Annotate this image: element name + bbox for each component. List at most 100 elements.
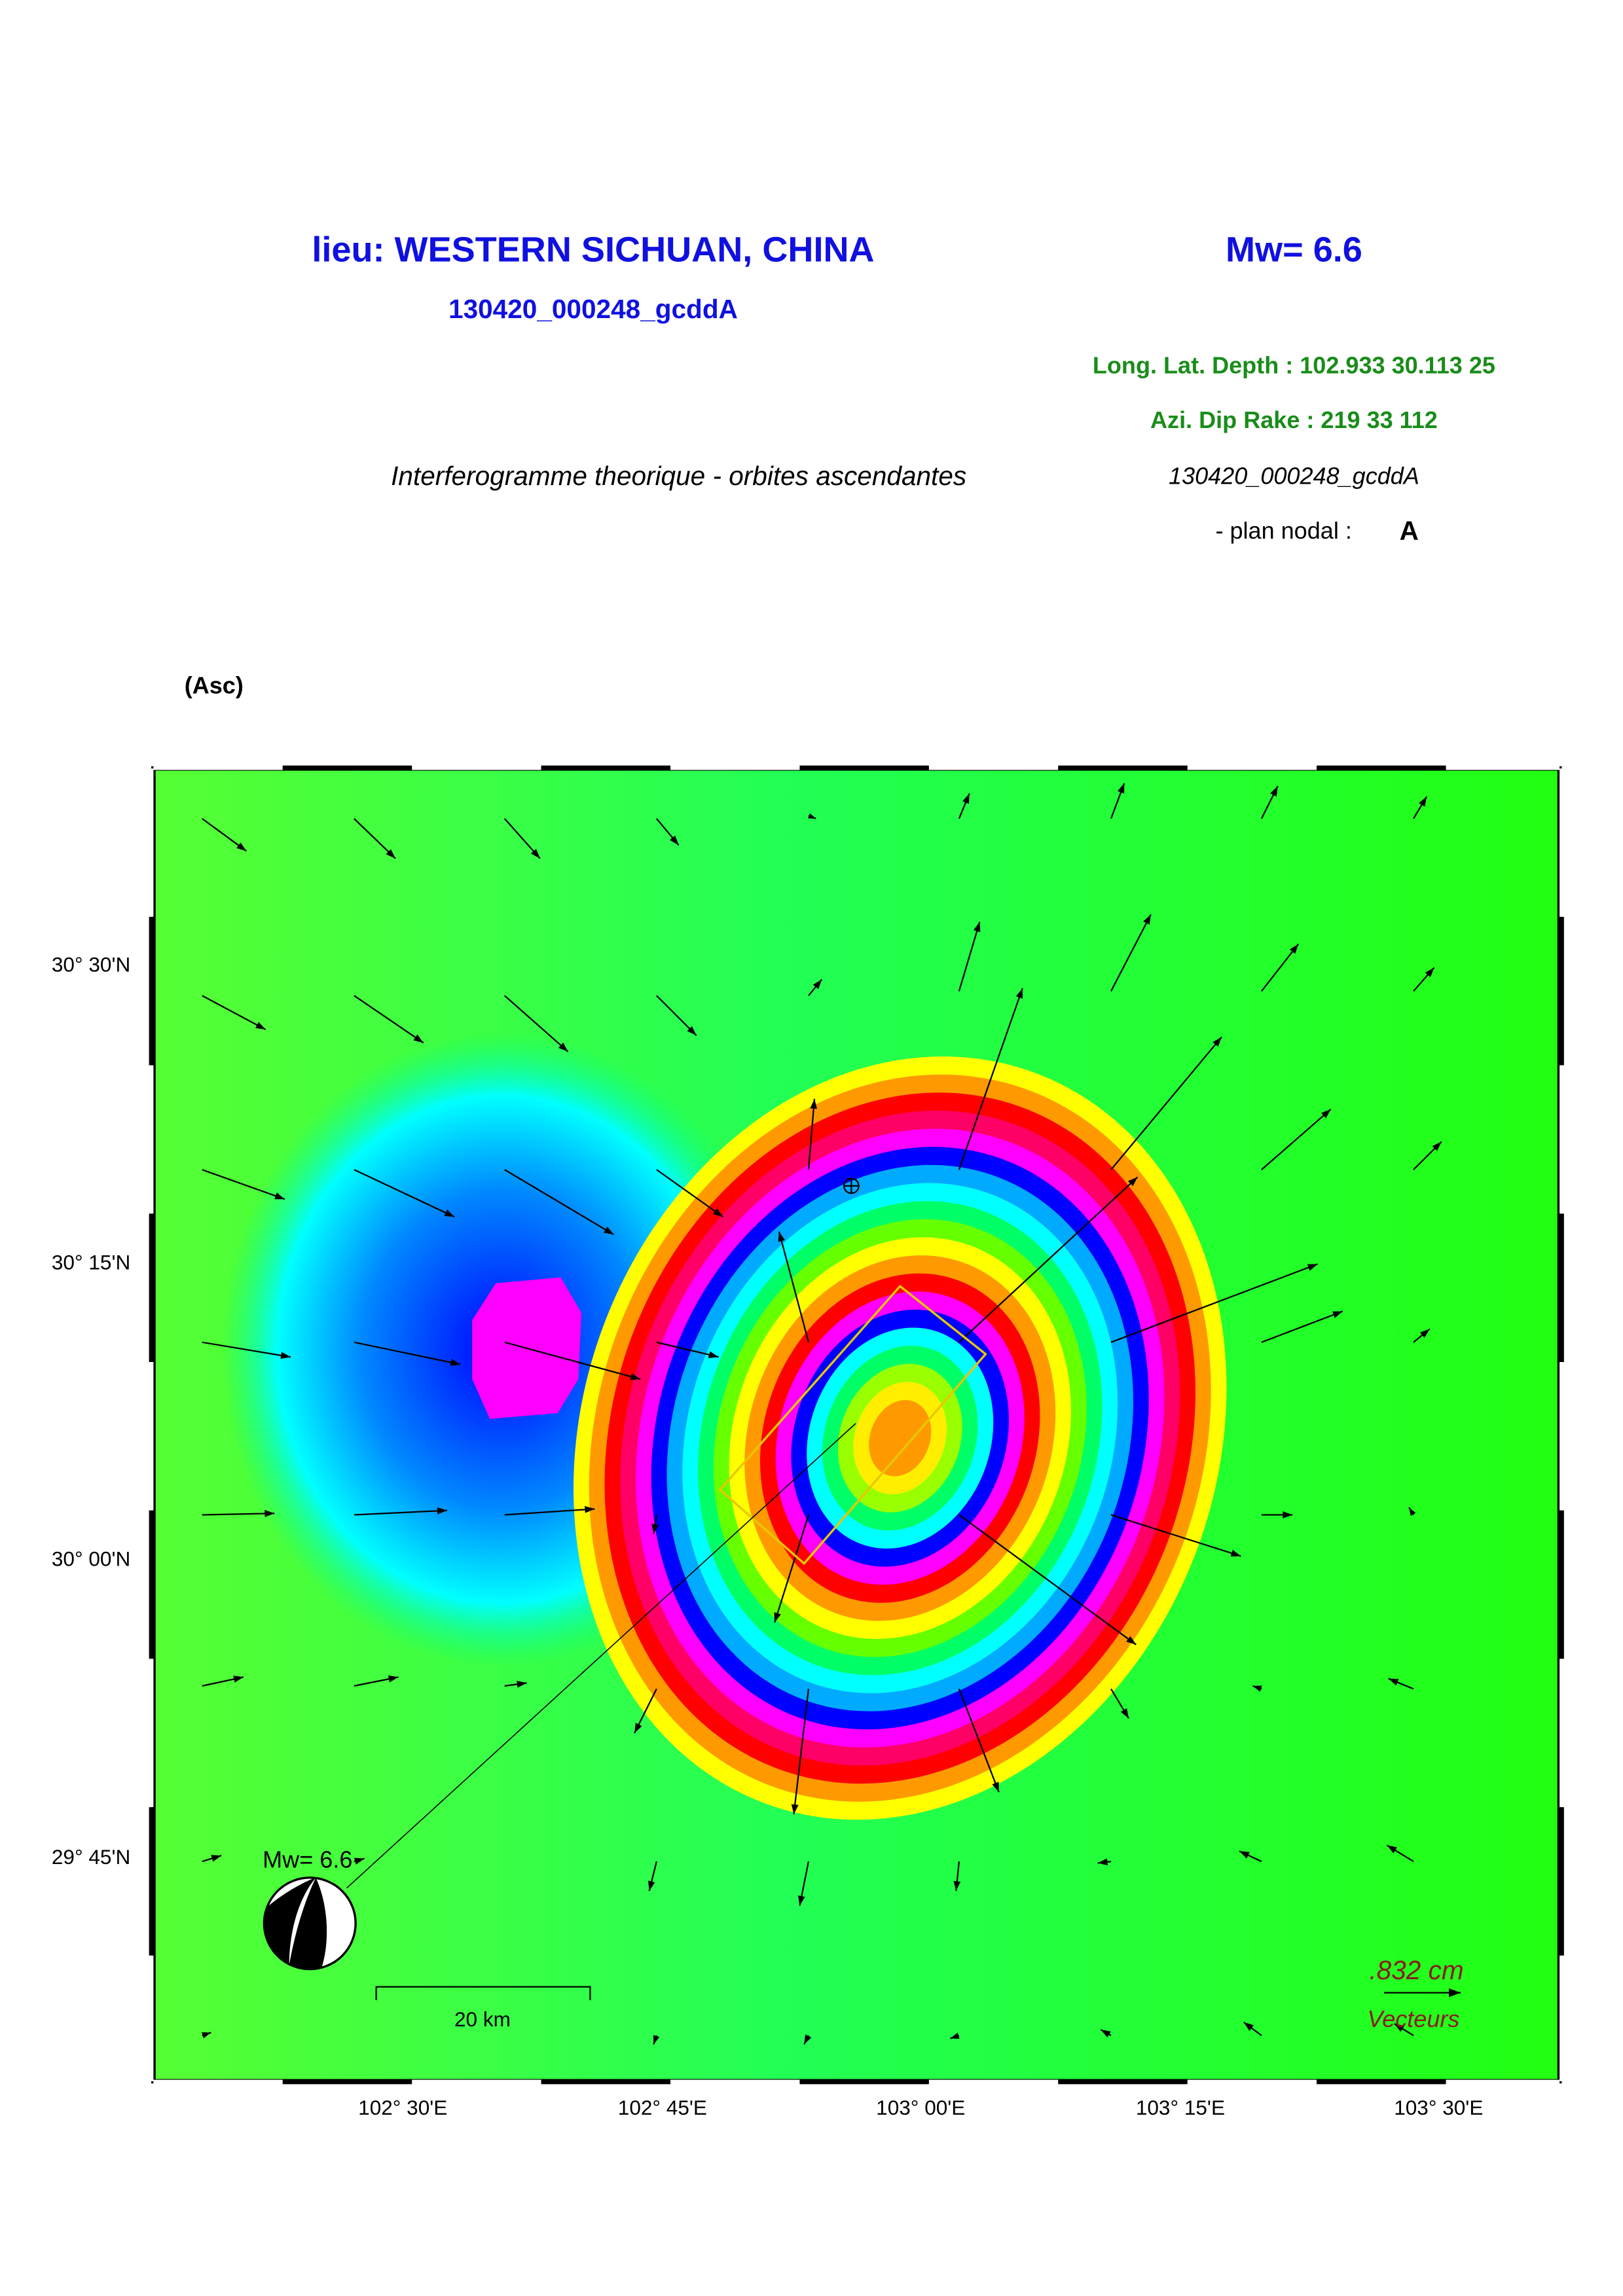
arrow-head (1283, 1511, 1293, 1518)
arrow-head (1213, 1037, 1222, 1047)
arrow-head (774, 1612, 781, 1623)
subtitle: Interferogramme theorique - orbites asce… (391, 461, 966, 491)
arrow-head (1252, 1685, 1262, 1692)
displacement-arrow (656, 1169, 723, 1218)
displacement-arrow (656, 1341, 719, 1358)
nodal-plane-label: - plan nodal : (1215, 517, 1351, 544)
fault-plane (718, 1284, 987, 1566)
scale-bar-label: 20 km (454, 2007, 511, 2031)
frame-segment (1187, 765, 1317, 770)
lat-label: 29° 45'N (52, 1845, 130, 1869)
frame-segment (928, 2079, 1059, 2085)
arrow-head (1388, 1678, 1399, 1686)
frame-segment (153, 765, 283, 770)
frame-segment (1058, 2079, 1188, 2085)
frame-segment (149, 1065, 154, 1214)
arrow-head (1289, 944, 1299, 954)
arrow-head (1432, 1141, 1442, 1151)
arrow-head (1332, 1311, 1343, 1318)
frame-segment (149, 1659, 154, 1808)
frame-segment (928, 765, 1059, 770)
arrow-head (1126, 1636, 1137, 1645)
lon-label: 103° 15'E (1136, 2096, 1225, 2119)
interferogram (155, 770, 1558, 2080)
displacement-arrow (354, 995, 424, 1044)
displacement-arrow (778, 1231, 810, 1343)
frame-segment (1559, 768, 1564, 917)
vectors (202, 783, 1442, 2045)
displacement-arrow (202, 1513, 275, 1516)
frame-segment (1559, 1362, 1564, 1511)
displacement-arrow (1110, 914, 1152, 992)
arrow-head (1097, 1858, 1108, 1866)
frame-segment (1559, 1065, 1564, 1214)
frame-segment (1559, 1510, 1564, 1659)
title: lieu: WESTERN SICHUAN, CHINA (312, 230, 874, 270)
arrow-head (530, 848, 540, 859)
arrow-head (953, 1880, 961, 1892)
displacement-arrow (504, 1341, 641, 1380)
frame-segment (149, 1955, 154, 2081)
arrow-head (233, 1676, 244, 1683)
arrow-head (1307, 1264, 1318, 1271)
arrow-head (386, 849, 395, 859)
frame-segment (1559, 1807, 1564, 1956)
displacement-arrow (1261, 1310, 1343, 1343)
arrow-head (517, 1681, 527, 1688)
arrow-head (1243, 2022, 1254, 2032)
arrow-head (388, 1675, 399, 1683)
frame-segment (149, 1510, 154, 1659)
arrow-head (708, 1351, 719, 1359)
arrow-head (1120, 1708, 1129, 1719)
frame-segment (1559, 1659, 1564, 1808)
arrow-head (648, 1880, 655, 1892)
lon-label: 103° 30'E (1394, 2096, 1483, 2119)
arrow-head (653, 2035, 660, 2045)
frame-ticks (149, 765, 1564, 2085)
arrow-head (810, 1098, 818, 1109)
arrow-head (1425, 967, 1434, 978)
frame-segment (670, 2079, 800, 2085)
displacement-arrow (1261, 1108, 1332, 1170)
frame-segment (149, 916, 154, 1066)
frame-segment (1446, 765, 1560, 770)
frame-segment (1559, 1955, 1564, 2081)
lat-label: 30° 00'N (52, 1547, 130, 1571)
arrow-head (634, 1723, 642, 1734)
arrow-head (651, 1524, 659, 1534)
arrow-head (280, 1352, 291, 1359)
frame-segment (282, 765, 412, 770)
frame-segment (799, 765, 929, 770)
arrow-head (1419, 796, 1427, 807)
arrow-head (1409, 1507, 1416, 1516)
arrow-head (791, 1804, 799, 1814)
scale-bar (375, 1986, 591, 2000)
arrow-head (236, 842, 247, 852)
vector-label: Vecteurs (1368, 2005, 1460, 2032)
displacement-arrow (793, 1689, 810, 1815)
arrow-head (1117, 783, 1125, 794)
frame-segment (282, 2079, 412, 2085)
displacement-arrow (1260, 943, 1300, 992)
arrow-head (713, 1208, 723, 1217)
beachball-quadrant (264, 1877, 316, 1965)
vector-scale-head (1449, 1988, 1461, 1998)
arrow-head (808, 813, 816, 819)
lon-label: 102° 30'E (358, 2096, 447, 2119)
arrow-head (1143, 914, 1151, 925)
displacement-arrow (958, 922, 981, 992)
displacement-arrow (354, 1509, 447, 1516)
lon-label: 103° 00'E (876, 2096, 965, 2119)
frame-segment (1187, 2079, 1317, 2085)
arrow-head (804, 2034, 812, 2045)
frame-segment (1317, 2079, 1446, 2085)
displacement-arrow (1110, 1036, 1222, 1170)
arrow-head (1419, 1329, 1430, 1338)
lat-label: 30° 15'N (52, 1251, 130, 1274)
arrow-head (630, 1373, 641, 1380)
frame-segment (1058, 765, 1188, 770)
displacement-arrow (503, 995, 569, 1052)
displacement-arrow (504, 1169, 615, 1236)
